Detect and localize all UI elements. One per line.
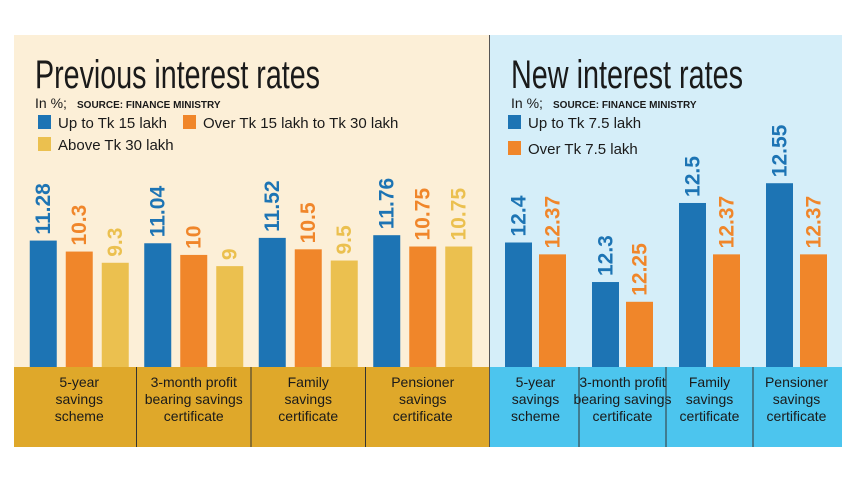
bar [258,237,286,367]
legend-label: Up to Tk 15 lakh [58,115,167,132]
value-label: 11.04 [147,186,170,238]
category-label: savings [686,391,733,407]
panel-title: Previous interest rates [35,53,320,97]
value-label: 12.25 [629,243,652,296]
bar [626,301,653,367]
value-label: 9.3 [104,228,127,257]
source: SOURCE: FINANCE MINISTRY [553,100,697,111]
category-label: scheme [511,408,560,424]
legend-swatch [508,115,521,129]
bar [592,282,619,367]
category-label: Family [288,374,329,390]
category-label: savings [773,391,820,407]
bar [409,246,437,367]
bar [216,266,244,367]
category-label: Family [689,374,730,390]
bar [539,254,566,367]
value-label: 10 [183,226,206,249]
category-label: bearing savings [573,391,671,407]
value-label: 10.3 [68,205,91,246]
legend-label: Over Tk 15 lakh to Tk 30 lakh [203,115,398,132]
category-label: certificate [593,408,653,424]
category-label: savings [512,391,559,407]
value-label: 11.28 [32,183,55,235]
legend-swatch [508,141,521,155]
category-label: 5-year [59,374,99,390]
bar [679,202,706,367]
bar [766,183,793,367]
bar [65,251,93,367]
legend-swatch [183,115,196,129]
value-label: 11.52 [261,180,284,231]
bar [294,249,322,367]
value-label: 12.37 [542,196,565,249]
legend-label: Up to Tk 7.5 lakh [528,115,641,132]
category-label: scheme [55,408,104,424]
category-label: bearing savings [145,391,243,407]
legend-label: Above Tk 30 lakh [58,137,174,154]
bar [29,240,57,367]
value-label: 10.5 [297,202,320,243]
bar [180,254,208,367]
source: SOURCE: FINANCE MINISTRY [77,100,221,111]
category-label: savings [56,391,103,407]
category-label: Pensioner [765,374,828,390]
category-label: 3-month profit [579,374,665,390]
value-label: 12.5 [682,156,705,197]
bar [800,254,827,367]
category-label: certificate [164,408,224,424]
legend-swatch [38,137,51,151]
value-label: 12.4 [508,195,531,236]
bar [101,262,129,367]
bar [373,235,401,367]
value-label: 11.76 [376,178,399,229]
value-label: 10.75 [412,188,435,241]
category-label: 3-month profit [151,374,237,390]
bar [713,254,740,367]
value-label: 12.55 [769,124,792,177]
bar [330,260,358,367]
subtitle: In %; [35,95,67,111]
legend-label: Over Tk 7.5 lakh [528,141,638,158]
value-label: 10.75 [448,188,471,241]
value-label: 9 [219,248,242,260]
bar [505,242,532,367]
category-label: certificate [393,408,453,424]
category-label: certificate [767,408,827,424]
panel-title: New interest rates [511,53,743,97]
category-label: savings [399,391,446,407]
value-label: 12.37 [716,196,739,249]
category-label: certificate [278,408,338,424]
value-label: 12.3 [595,235,618,276]
category-label: savings [285,391,332,407]
category-label: Pensioner [391,374,454,390]
category-label: 5-year [516,374,556,390]
bar [445,246,473,367]
value-label: 9.5 [333,225,356,255]
value-label: 12.37 [803,196,826,249]
subtitle: In %; [511,95,543,111]
legend-swatch [38,115,51,129]
bar [144,243,172,367]
category-label: certificate [680,408,740,424]
